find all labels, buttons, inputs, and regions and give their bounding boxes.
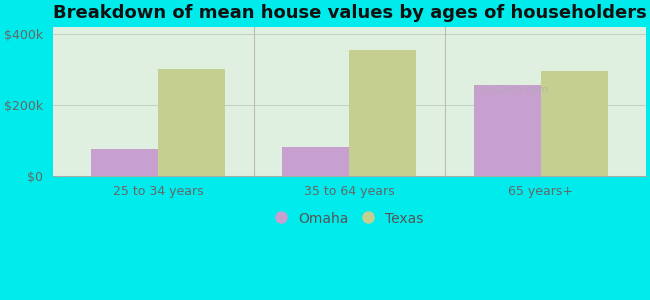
Bar [91,149,158,176]
Text: City-Data.com: City-Data.com [474,85,549,95]
Legend: Omaha, Texas: Omaha, Texas [270,206,428,232]
Bar [350,50,417,176]
Bar [541,71,608,176]
Title: Breakdown of mean house values by ages of householders: Breakdown of mean house values by ages o… [53,4,646,22]
Bar [158,69,225,176]
Bar [283,147,350,176]
Bar [474,85,541,176]
